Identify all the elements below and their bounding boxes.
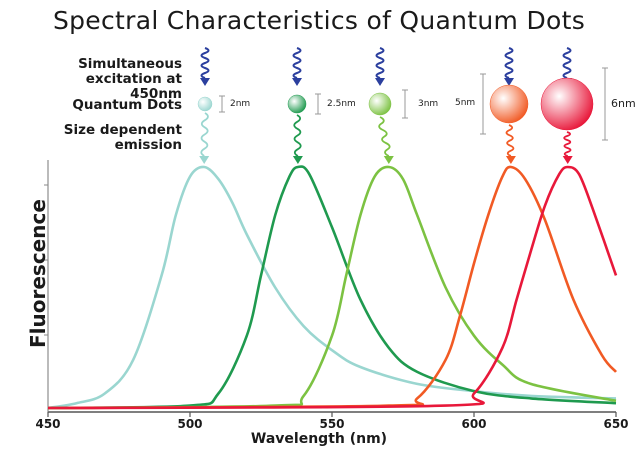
- emission-arrow-icon: [562, 156, 573, 164]
- y-axis-label: Fluorescence: [26, 199, 50, 348]
- size-label-2nm: 2nm: [230, 99, 251, 109]
- x-tick-label: 650: [603, 417, 629, 431]
- emission-arrow-icon: [292, 156, 303, 164]
- series-line: [47, 165, 618, 410]
- quantum-dot-sphere: [540, 77, 594, 131]
- emission-arrow-icon: [505, 156, 516, 164]
- emission-wave-icon: [505, 124, 515, 157]
- size-bracket: [315, 93, 321, 115]
- excitation-wave-icon: [562, 47, 572, 79]
- size-label-2-5nm: 2.5nm: [327, 99, 356, 109]
- excitation-wave-icon: [375, 47, 385, 79]
- x-tick-label: 500: [177, 417, 203, 431]
- quantum-dot-sphere: [489, 84, 529, 124]
- series-line: [47, 165, 617, 410]
- series-line: [47, 165, 618, 410]
- quantum-dot-sphere: [368, 92, 392, 116]
- chart-title: Spectral Characteristics of Quantum Dots: [52, 6, 586, 35]
- excitation-wave-icon: [200, 47, 210, 79]
- emission-wave-icon: [378, 116, 391, 157]
- x-tick-label: 450: [35, 417, 61, 431]
- size-bracket: [480, 73, 486, 135]
- size-bracket: [402, 89, 408, 119]
- quantum-dot-group: [197, 47, 608, 164]
- series-line: [47, 165, 617, 410]
- size-label-3nm: 3nm: [418, 99, 439, 109]
- size-label-6nm: 6nm: [611, 97, 636, 110]
- excitation-arrow-icon: [292, 78, 302, 86]
- quantum-dots-label: Quantum Dots: [72, 97, 182, 113]
- excitation-arrow-icon: [375, 78, 385, 86]
- excitation-wave-icon: [504, 47, 514, 79]
- emission-label: Size dependent emission: [63, 122, 182, 153]
- excitation-arrow-icon: [200, 78, 210, 86]
- series-line: [47, 165, 617, 410]
- emission-wave-icon: [563, 131, 572, 157]
- quantum-dot-sphere: [287, 94, 307, 114]
- size-bracket: [219, 95, 225, 113]
- excitation-wave-icon: [292, 47, 302, 79]
- quantum-dot-sphere: [197, 96, 213, 112]
- excitation-label: Simultaneous excitation at 450nm: [78, 56, 182, 102]
- size-bracket: [602, 67, 608, 141]
- emission-arrow-icon: [199, 156, 210, 164]
- emission-wave-icon: [293, 114, 302, 157]
- size-label-5nm: 5nm: [455, 98, 476, 108]
- curve-group: [47, 165, 618, 417]
- x-tick-label: 600: [461, 417, 487, 431]
- x-tick-label: 550: [319, 417, 345, 431]
- x-axis-label: Wavelength (nm): [250, 431, 388, 447]
- emission-arrow-icon: [383, 156, 394, 164]
- excitation-arrow-icon: [504, 78, 514, 86]
- emission-wave-icon: [200, 112, 209, 157]
